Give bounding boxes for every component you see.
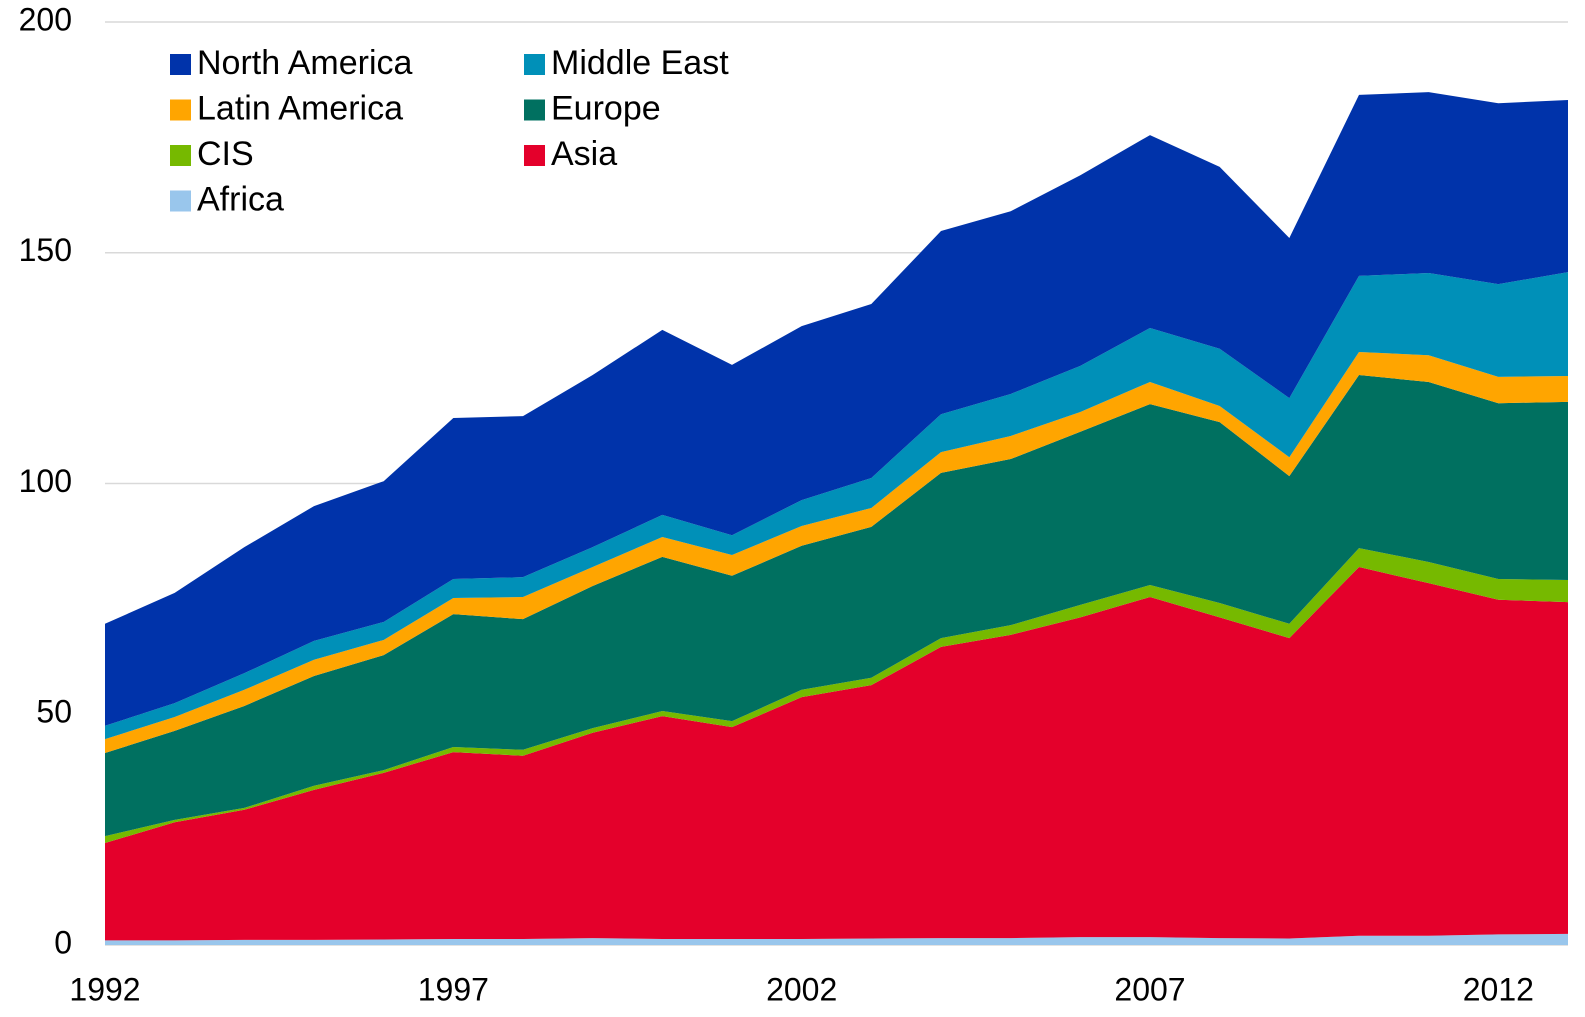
- x-tick-label: 1992: [69, 971, 140, 1007]
- x-tick-label: 2002: [766, 971, 837, 1007]
- area: [105, 567, 1568, 941]
- y-tick-label: 200: [19, 1, 72, 37]
- legend-label: Africa: [197, 180, 284, 218]
- legend-label: North America: [197, 44, 412, 82]
- area: [105, 375, 1568, 837]
- legend-label: Middle East: [551, 44, 729, 82]
- legend-label: CIS: [197, 135, 254, 173]
- legend-label: Latin America: [197, 89, 403, 127]
- y-tick-label: 50: [36, 694, 72, 730]
- legend-swatch: [524, 54, 545, 75]
- legend-swatch: [524, 145, 545, 166]
- legend-swatch: [524, 99, 545, 121]
- legend-label: Asia: [551, 135, 617, 173]
- legend-swatch: [170, 99, 191, 121]
- area: [105, 92, 1568, 726]
- legend-swatch: [170, 54, 191, 75]
- area: [105, 548, 1568, 844]
- y-tick-label: 0: [54, 924, 72, 960]
- x-tick-label: 1997: [418, 971, 489, 1007]
- x-tick-label: 2007: [1114, 971, 1185, 1007]
- legend-swatch: [170, 145, 191, 166]
- y-tick-label: 100: [19, 463, 72, 499]
- y-tick-label: 150: [19, 232, 72, 268]
- area: [105, 272, 1568, 740]
- legend-swatch: [170, 190, 191, 212]
- area: [105, 933, 1568, 945]
- legend-label: Europe: [551, 89, 661, 127]
- x-tick-label: 2012: [1463, 971, 1534, 1007]
